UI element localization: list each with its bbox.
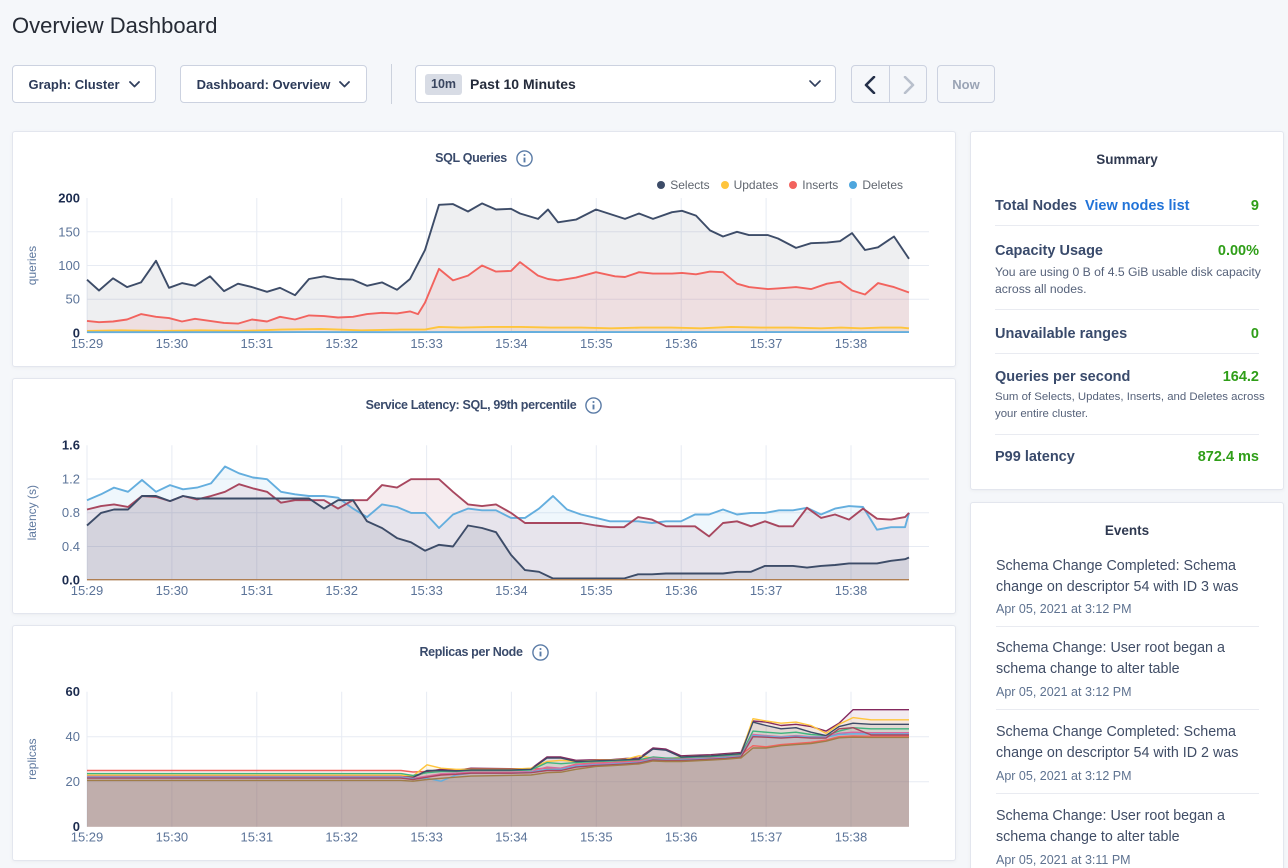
- svg-text:1.6: 1.6: [62, 438, 80, 453]
- svg-text:40: 40: [66, 729, 80, 744]
- svg-text:replicas: replicas: [25, 739, 39, 780]
- svg-text:15:36: 15:36: [665, 336, 698, 351]
- svg-text:15:29: 15:29: [71, 830, 104, 845]
- svg-text:0: 0: [73, 819, 80, 834]
- svg-text:200: 200: [58, 191, 80, 206]
- svg-text:15:31: 15:31: [241, 830, 274, 845]
- svg-text:15:36: 15:36: [665, 583, 698, 598]
- svg-text:15:35: 15:35: [580, 583, 613, 598]
- svg-text:0.4: 0.4: [62, 539, 80, 554]
- svg-text:100: 100: [58, 258, 80, 273]
- svg-text:15:29: 15:29: [71, 583, 104, 598]
- svg-text:15:38: 15:38: [835, 336, 868, 351]
- svg-text:15:30: 15:30: [156, 336, 189, 351]
- svg-text:15:33: 15:33: [410, 336, 443, 351]
- svg-text:15:31: 15:31: [241, 336, 274, 351]
- svg-text:20: 20: [66, 774, 80, 789]
- svg-text:15:30: 15:30: [156, 830, 189, 845]
- svg-text:15:30: 15:30: [156, 583, 189, 598]
- svg-text:15:32: 15:32: [325, 583, 358, 598]
- svg-text:15:37: 15:37: [750, 336, 783, 351]
- svg-text:15:35: 15:35: [580, 830, 613, 845]
- svg-text:15:33: 15:33: [410, 583, 443, 598]
- svg-text:0: 0: [73, 326, 80, 341]
- svg-text:15:35: 15:35: [580, 336, 613, 351]
- svg-text:15:29: 15:29: [71, 336, 104, 351]
- svg-text:15:38: 15:38: [835, 830, 868, 845]
- svg-text:150: 150: [58, 224, 80, 239]
- svg-text:15:31: 15:31: [241, 583, 274, 598]
- svg-text:15:32: 15:32: [325, 830, 358, 845]
- svg-text:queries: queries: [25, 246, 39, 285]
- svg-text:15:32: 15:32: [325, 336, 358, 351]
- svg-text:15:34: 15:34: [495, 336, 528, 351]
- svg-text:15:38: 15:38: [835, 583, 868, 598]
- svg-text:60: 60: [66, 684, 80, 699]
- svg-text:15:34: 15:34: [495, 830, 528, 845]
- svg-text:15:34: 15:34: [495, 583, 528, 598]
- svg-text:1.2: 1.2: [62, 472, 80, 487]
- svg-text:15:37: 15:37: [750, 830, 783, 845]
- svg-text:0.0: 0.0: [62, 573, 80, 588]
- svg-text:latency (s): latency (s): [25, 485, 39, 540]
- svg-text:15:36: 15:36: [665, 830, 698, 845]
- svg-text:50: 50: [66, 292, 80, 307]
- svg-text:0.8: 0.8: [62, 505, 80, 520]
- svg-text:15:33: 15:33: [410, 830, 443, 845]
- svg-text:15:37: 15:37: [750, 583, 783, 598]
